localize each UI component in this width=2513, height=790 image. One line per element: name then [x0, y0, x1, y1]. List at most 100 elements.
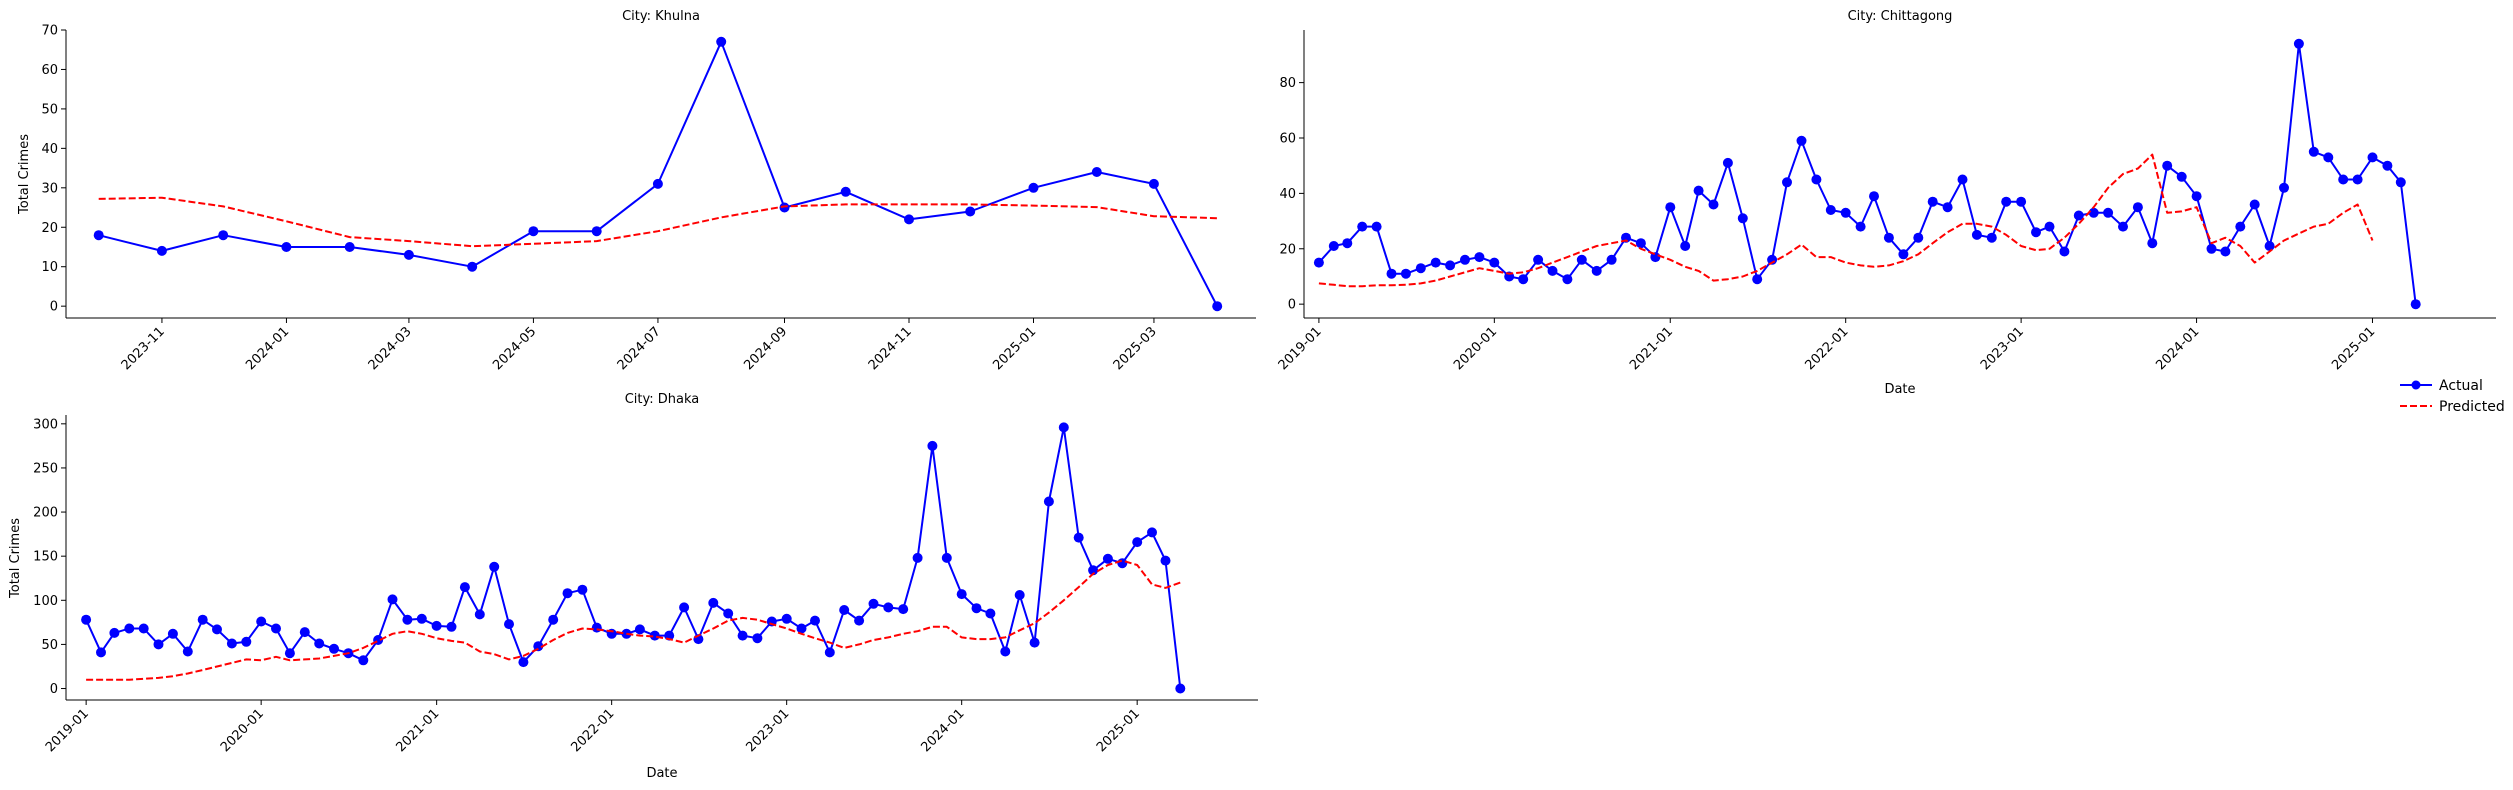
data-point-actual [2044, 221, 2055, 232]
legend-label-actual: Actual [2439, 378, 2483, 394]
data-point-actual [459, 582, 470, 593]
chart-title: City: Khulna [622, 9, 700, 24]
y-tick-label: 60 [41, 63, 58, 78]
data-point-actual [2162, 160, 2173, 171]
series-actual-line [85, 426, 1182, 689]
data-point-actual [562, 588, 573, 599]
data-point-actual [1518, 274, 1529, 285]
data-point-actual [1400, 268, 1411, 279]
chart-title: City: Chittagong [1848, 9, 1953, 24]
data-point-actual [1430, 257, 1441, 268]
data-point-actual [1635, 238, 1646, 249]
y-tick-label: 40 [1279, 187, 1296, 202]
data-point-actual [1562, 274, 1573, 285]
data-point-actual [518, 657, 529, 668]
data-point-actual [2279, 182, 2289, 193]
data-point-actual [344, 242, 355, 252]
data-point-actual [1043, 496, 1054, 507]
data-point-actual [1665, 202, 1676, 213]
data-point-actual [2073, 210, 2084, 221]
data-point-actual [271, 623, 281, 634]
chart-title: City: Dhaka [625, 392, 700, 407]
data-point-actual [1680, 241, 1691, 251]
data-point-actual [2031, 227, 2041, 238]
data-point-actual [2103, 207, 2114, 218]
data-point-actual [2367, 152, 2378, 163]
data-point-actual [2293, 38, 2304, 49]
y-axis-label: Total Crimes [8, 518, 23, 599]
y-tick-label: 40 [41, 142, 58, 157]
data-point-actual [1971, 229, 1982, 240]
series-actual-line [98, 40, 1219, 307]
data-point-actual [402, 614, 413, 625]
x-tick-label: 2020-01 [1451, 324, 1500, 373]
data-point-actual [1058, 422, 1069, 433]
data-point-actual [1825, 205, 1836, 215]
data-point-actual [1898, 249, 1909, 260]
data-point-actual [403, 249, 414, 260]
data-point-actual [2338, 174, 2349, 185]
x-tick-label: 2024-01 [243, 324, 292, 373]
data-point-actual [281, 242, 292, 252]
data-point-actual [2220, 246, 2231, 257]
data-point-actual [241, 636, 252, 647]
data-point-actual [212, 624, 222, 635]
data-point-actual [1313, 257, 1324, 268]
data-point-actual [533, 641, 544, 652]
data-point-actual [2323, 152, 2334, 163]
data-point-actual [124, 623, 135, 634]
data-point-actual [2395, 177, 2406, 188]
x-axis-label: Date [646, 766, 677, 781]
x-tick-label: 2023-11 [119, 324, 168, 373]
data-point-actual [781, 613, 792, 624]
data-point-actual [156, 245, 167, 256]
data-point-actual [1840, 207, 1851, 218]
data-point-actual [1160, 555, 1171, 566]
x-tick-label: 2024-01 [2153, 324, 2202, 373]
x-tick-label: 2020-01 [218, 706, 267, 755]
data-point-actual [591, 226, 602, 237]
x-tick-label: 2021-01 [1627, 324, 1676, 373]
data-point-actual [2016, 196, 2027, 207]
data-point-actual [971, 603, 982, 614]
data-point-actual [358, 655, 369, 666]
x-tick-label: 2024-01 [918, 706, 967, 755]
data-point-actual [1371, 221, 1382, 232]
data-point-actual [708, 597, 719, 608]
data-point-actual [96, 647, 106, 658]
data-point-actual [1606, 254, 1617, 265]
y-tick-label: 10 [41, 260, 58, 275]
data-point-actual [840, 186, 851, 197]
data-point-actual [109, 627, 120, 638]
data-point-actual [2176, 171, 2187, 182]
data-point-actual [1591, 265, 1602, 276]
y-tick-label: 0 [50, 300, 58, 315]
series-actual-line [1318, 42, 2417, 305]
data-point-actual [504, 619, 514, 630]
data-point-actual [737, 630, 748, 641]
data-point-actual [81, 614, 92, 625]
data-point-actual [2191, 191, 2202, 202]
data-point-actual [548, 614, 559, 625]
y-tick-label: 0 [1288, 298, 1296, 313]
panel-chittagong: City: Chittagong Date 0 20 40 60 80 2019-01 20… [1276, 9, 2496, 397]
x-tick-label: 2024-03 [366, 324, 415, 373]
data-point-actual [218, 230, 229, 241]
data-point-actual [474, 609, 485, 620]
data-point-actual [779, 202, 790, 213]
data-point-actual [299, 627, 310, 638]
data-point-actual [1883, 232, 1894, 243]
data-point-actual [2206, 243, 2217, 254]
data-point-actual [927, 440, 938, 451]
data-point-actual [153, 639, 164, 650]
data-point-actual [1722, 157, 1733, 168]
data-point-actual [752, 633, 763, 644]
data-point-actual [2132, 202, 2143, 213]
data-point-actual [467, 261, 478, 272]
data-point-actual [591, 622, 602, 633]
y-tick-label: 20 [1279, 242, 1296, 257]
data-point-actual [941, 552, 952, 563]
panel-khulna: City: Khulna Total Crimes 0 10 20 30 40 50 60 7… [17, 9, 1256, 373]
data-point-actual [446, 621, 457, 632]
series-predicted-line [86, 559, 1181, 681]
